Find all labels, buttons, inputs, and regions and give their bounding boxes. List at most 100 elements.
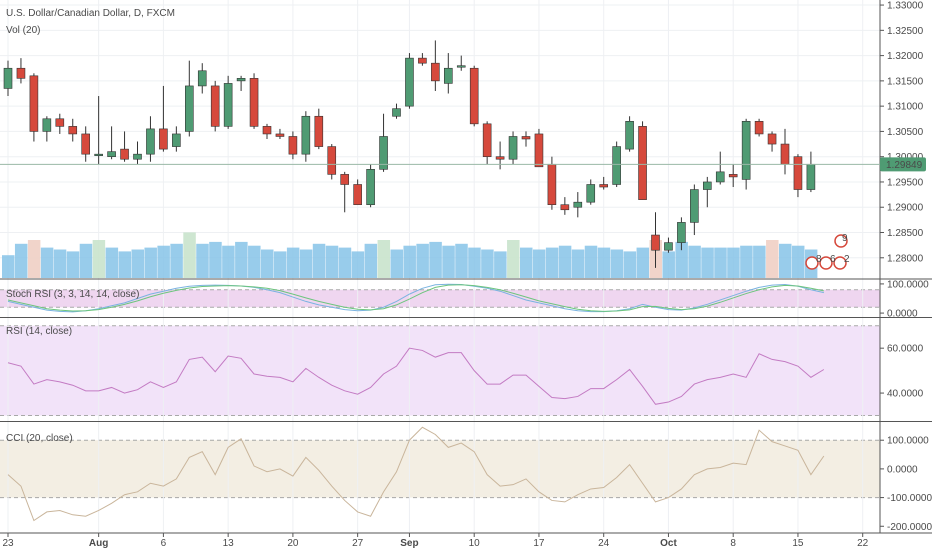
volume-bar	[532, 249, 546, 278]
candle-body	[508, 136, 518, 160]
candle-body	[728, 174, 738, 178]
candle-body	[288, 136, 298, 155]
candle-body	[159, 128, 168, 150]
candle-body	[55, 118, 65, 127]
x-tick-label: 10	[469, 538, 481, 549]
candle-body	[560, 204, 570, 211]
volume-bar	[727, 247, 740, 278]
candle-body	[521, 136, 531, 140]
volume-bar	[740, 245, 753, 278]
volume-bar	[2, 255, 15, 278]
y-tick-label: 1.32500	[887, 26, 924, 37]
volume-bar	[92, 240, 106, 278]
cci-line	[7, 426, 825, 522]
volume-bar	[286, 247, 300, 278]
price-badge-text: 1.29849	[886, 160, 923, 171]
volume-bar	[766, 240, 779, 278]
x-tick-label: 13	[223, 538, 235, 549]
candle-body	[197, 70, 207, 87]
candle-body	[16, 67, 26, 79]
candle-body	[547, 163, 557, 206]
volume-bar	[597, 247, 611, 278]
y-tick-label: -100.0000	[887, 493, 932, 504]
volume-bar	[144, 247, 157, 278]
volume-bar	[364, 243, 378, 278]
candle-body	[690, 189, 699, 223]
x-tick-label: Oct	[660, 538, 677, 549]
candle-body	[754, 121, 764, 135]
candle-body	[534, 133, 544, 168]
candle-body	[379, 136, 388, 170]
candle-body	[599, 184, 609, 188]
event-marker-3-icon[interactable]	[833, 256, 847, 270]
volume-bar	[196, 243, 209, 278]
volume-bar	[545, 247, 559, 278]
indicator-lines	[7, 283, 825, 522]
stoch-rsi-label: Stoch RSI (3, 3, 14, 14, close)	[6, 289, 139, 300]
event-marker-3-label: 2	[844, 254, 850, 265]
rsi-band-fill	[0, 325, 880, 416]
event-marker-top-icon[interactable]	[834, 234, 848, 248]
event-markers[interactable]: 9 8 6 2	[805, 233, 850, 270]
volume-bar	[338, 247, 352, 278]
candle-body	[443, 67, 453, 84]
volume-bar	[520, 247, 533, 278]
candle-body	[702, 181, 712, 190]
candle-body	[42, 118, 52, 132]
candle-body	[625, 121, 634, 150]
y-tick-label: 40.0000	[887, 389, 924, 400]
cci-band-fill	[0, 440, 880, 498]
candle-body	[172, 133, 181, 147]
candle-body	[262, 126, 272, 135]
event-marker-1-icon[interactable]	[805, 256, 819, 270]
volume-bar	[248, 245, 261, 278]
event-marker-top-label: 9	[842, 233, 848, 244]
volume-bar	[507, 240, 520, 278]
candle-body	[677, 222, 686, 243]
volume-bar	[299, 249, 313, 278]
volume-bar	[170, 243, 183, 278]
y-tick-label: 1.29000	[887, 203, 924, 214]
y-tick-label: 1.31000	[887, 102, 924, 113]
candle-body	[236, 78, 246, 82]
volume-bar	[131, 249, 144, 278]
candle-body	[431, 62, 440, 82]
y-tick-label: 0.0000	[887, 464, 918, 475]
candle-body	[146, 128, 155, 155]
volume-bar	[261, 249, 274, 278]
volume-bar	[403, 245, 416, 278]
volume-bar	[157, 245, 170, 278]
x-tick-label: 8	[730, 538, 736, 549]
y-tick-label: -200.0000	[887, 522, 932, 533]
candle-body	[612, 146, 621, 185]
volume-bar	[623, 251, 637, 278]
volume-bar	[325, 245, 339, 278]
event-marker-2-icon[interactable]	[819, 256, 833, 270]
candle-body	[806, 163, 816, 190]
y-tick-label: 0.0000	[887, 309, 918, 320]
volume-bar	[429, 241, 442, 278]
x-tick-label: Sep	[400, 538, 418, 549]
price-badge	[880, 157, 926, 172]
candle-body	[185, 85, 194, 132]
volume-bar	[183, 232, 196, 278]
x-tick-label: 6	[161, 538, 167, 549]
candle-body	[793, 156, 803, 190]
volume-bar	[610, 249, 624, 278]
candle-body	[418, 57, 427, 64]
candle-body	[482, 123, 492, 157]
candle-body	[29, 75, 39, 132]
rsi-line	[7, 347, 825, 405]
volume-bar	[714, 247, 727, 278]
candle-body	[275, 133, 285, 137]
cci-label: CCI (20, close)	[6, 433, 73, 444]
volume-bar	[14, 243, 28, 278]
volume-bar	[53, 249, 67, 278]
volume-bar	[209, 241, 222, 278]
y-tick-label: 1.29500	[887, 177, 924, 188]
y-tick-label: 1.30500	[887, 127, 924, 138]
rsi-label: RSI (14, close)	[6, 326, 72, 337]
candle-body	[133, 153, 142, 160]
candle-body	[107, 151, 116, 157]
volume-bar	[675, 241, 688, 278]
